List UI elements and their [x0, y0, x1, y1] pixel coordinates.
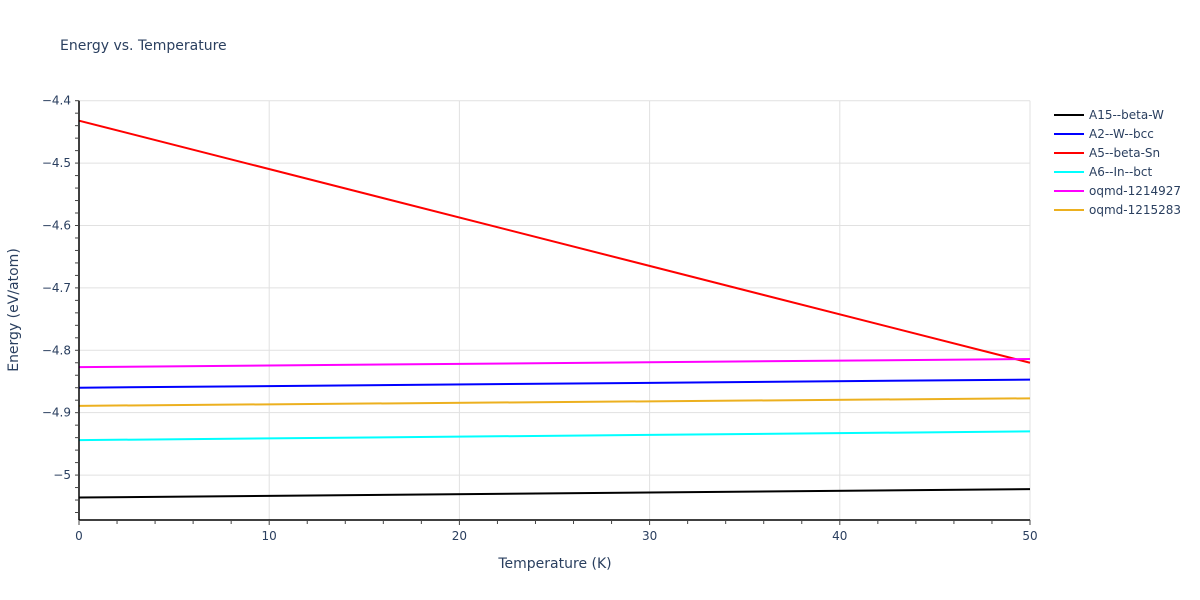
- legend: A15--beta-W A2--W--bcc A5--beta-Sn A6--In--…: [1054, 108, 1181, 217]
- legend-item[interactable]: A2--W--bcc: [1054, 127, 1154, 141]
- x-axis-title: Temperature (K): [497, 556, 611, 572]
- series-line-A2--W--bcc: [78, 378, 1031, 389]
- series-line-A15--beta-W: [78, 488, 1031, 499]
- legend-label: A6--In--bct: [1089, 165, 1153, 179]
- series-line-oqmd-1215283: [78, 397, 1031, 407]
- x-tick-label: 30: [642, 529, 657, 543]
- y-tick-label: −4.8: [42, 343, 71, 357]
- legend-label: oqmd-1215283: [1089, 203, 1181, 217]
- y-tick-label: −4.4: [42, 94, 71, 108]
- legend-item[interactable]: oqmd-1215283: [1054, 203, 1181, 217]
- legend-item[interactable]: A6--In--bct: [1054, 165, 1153, 179]
- y-tick-label: −4.7: [42, 281, 71, 295]
- grid-lines: [79, 100, 1031, 520]
- series-line-A6--In--bct: [78, 430, 1031, 442]
- x-tick-label: 10: [262, 529, 277, 543]
- legend-label: oqmd-1214927: [1089, 184, 1181, 198]
- axes: 0 10 20 30 40 50 −4.4 −4.5 −4.6 −4.7 −4.8 −4.9 −5: [42, 94, 1038, 543]
- y-tick-label: −4.6: [42, 218, 71, 232]
- x-tick-label: 40: [832, 529, 847, 543]
- x-tick-label: 20: [452, 529, 467, 543]
- y-tick-label: −5: [53, 468, 71, 482]
- y-tick-label: −4.9: [42, 406, 71, 420]
- chart-title: Energy vs. Temperature: [60, 38, 227, 54]
- series-line-oqmd-1214927: [78, 358, 1031, 369]
- series-line-A5--beta-Sn: [78, 119, 1031, 364]
- y-axis-title: Energy (eV/atom): [6, 248, 22, 372]
- legend-label: A15--beta-W: [1089, 108, 1164, 122]
- legend-label: A5--beta-Sn: [1089, 146, 1160, 160]
- plot-series: [78, 119, 1031, 499]
- legend-item[interactable]: A5--beta-Sn: [1054, 146, 1160, 160]
- legend-item[interactable]: A15--beta-W: [1054, 108, 1164, 122]
- legend-item[interactable]: oqmd-1214927: [1054, 184, 1181, 198]
- y-tick-label: −4.5: [42, 156, 71, 170]
- x-tick-label: 50: [1022, 529, 1037, 543]
- legend-label: A2--W--bcc: [1089, 127, 1154, 141]
- x-tick-label: 0: [75, 529, 83, 543]
